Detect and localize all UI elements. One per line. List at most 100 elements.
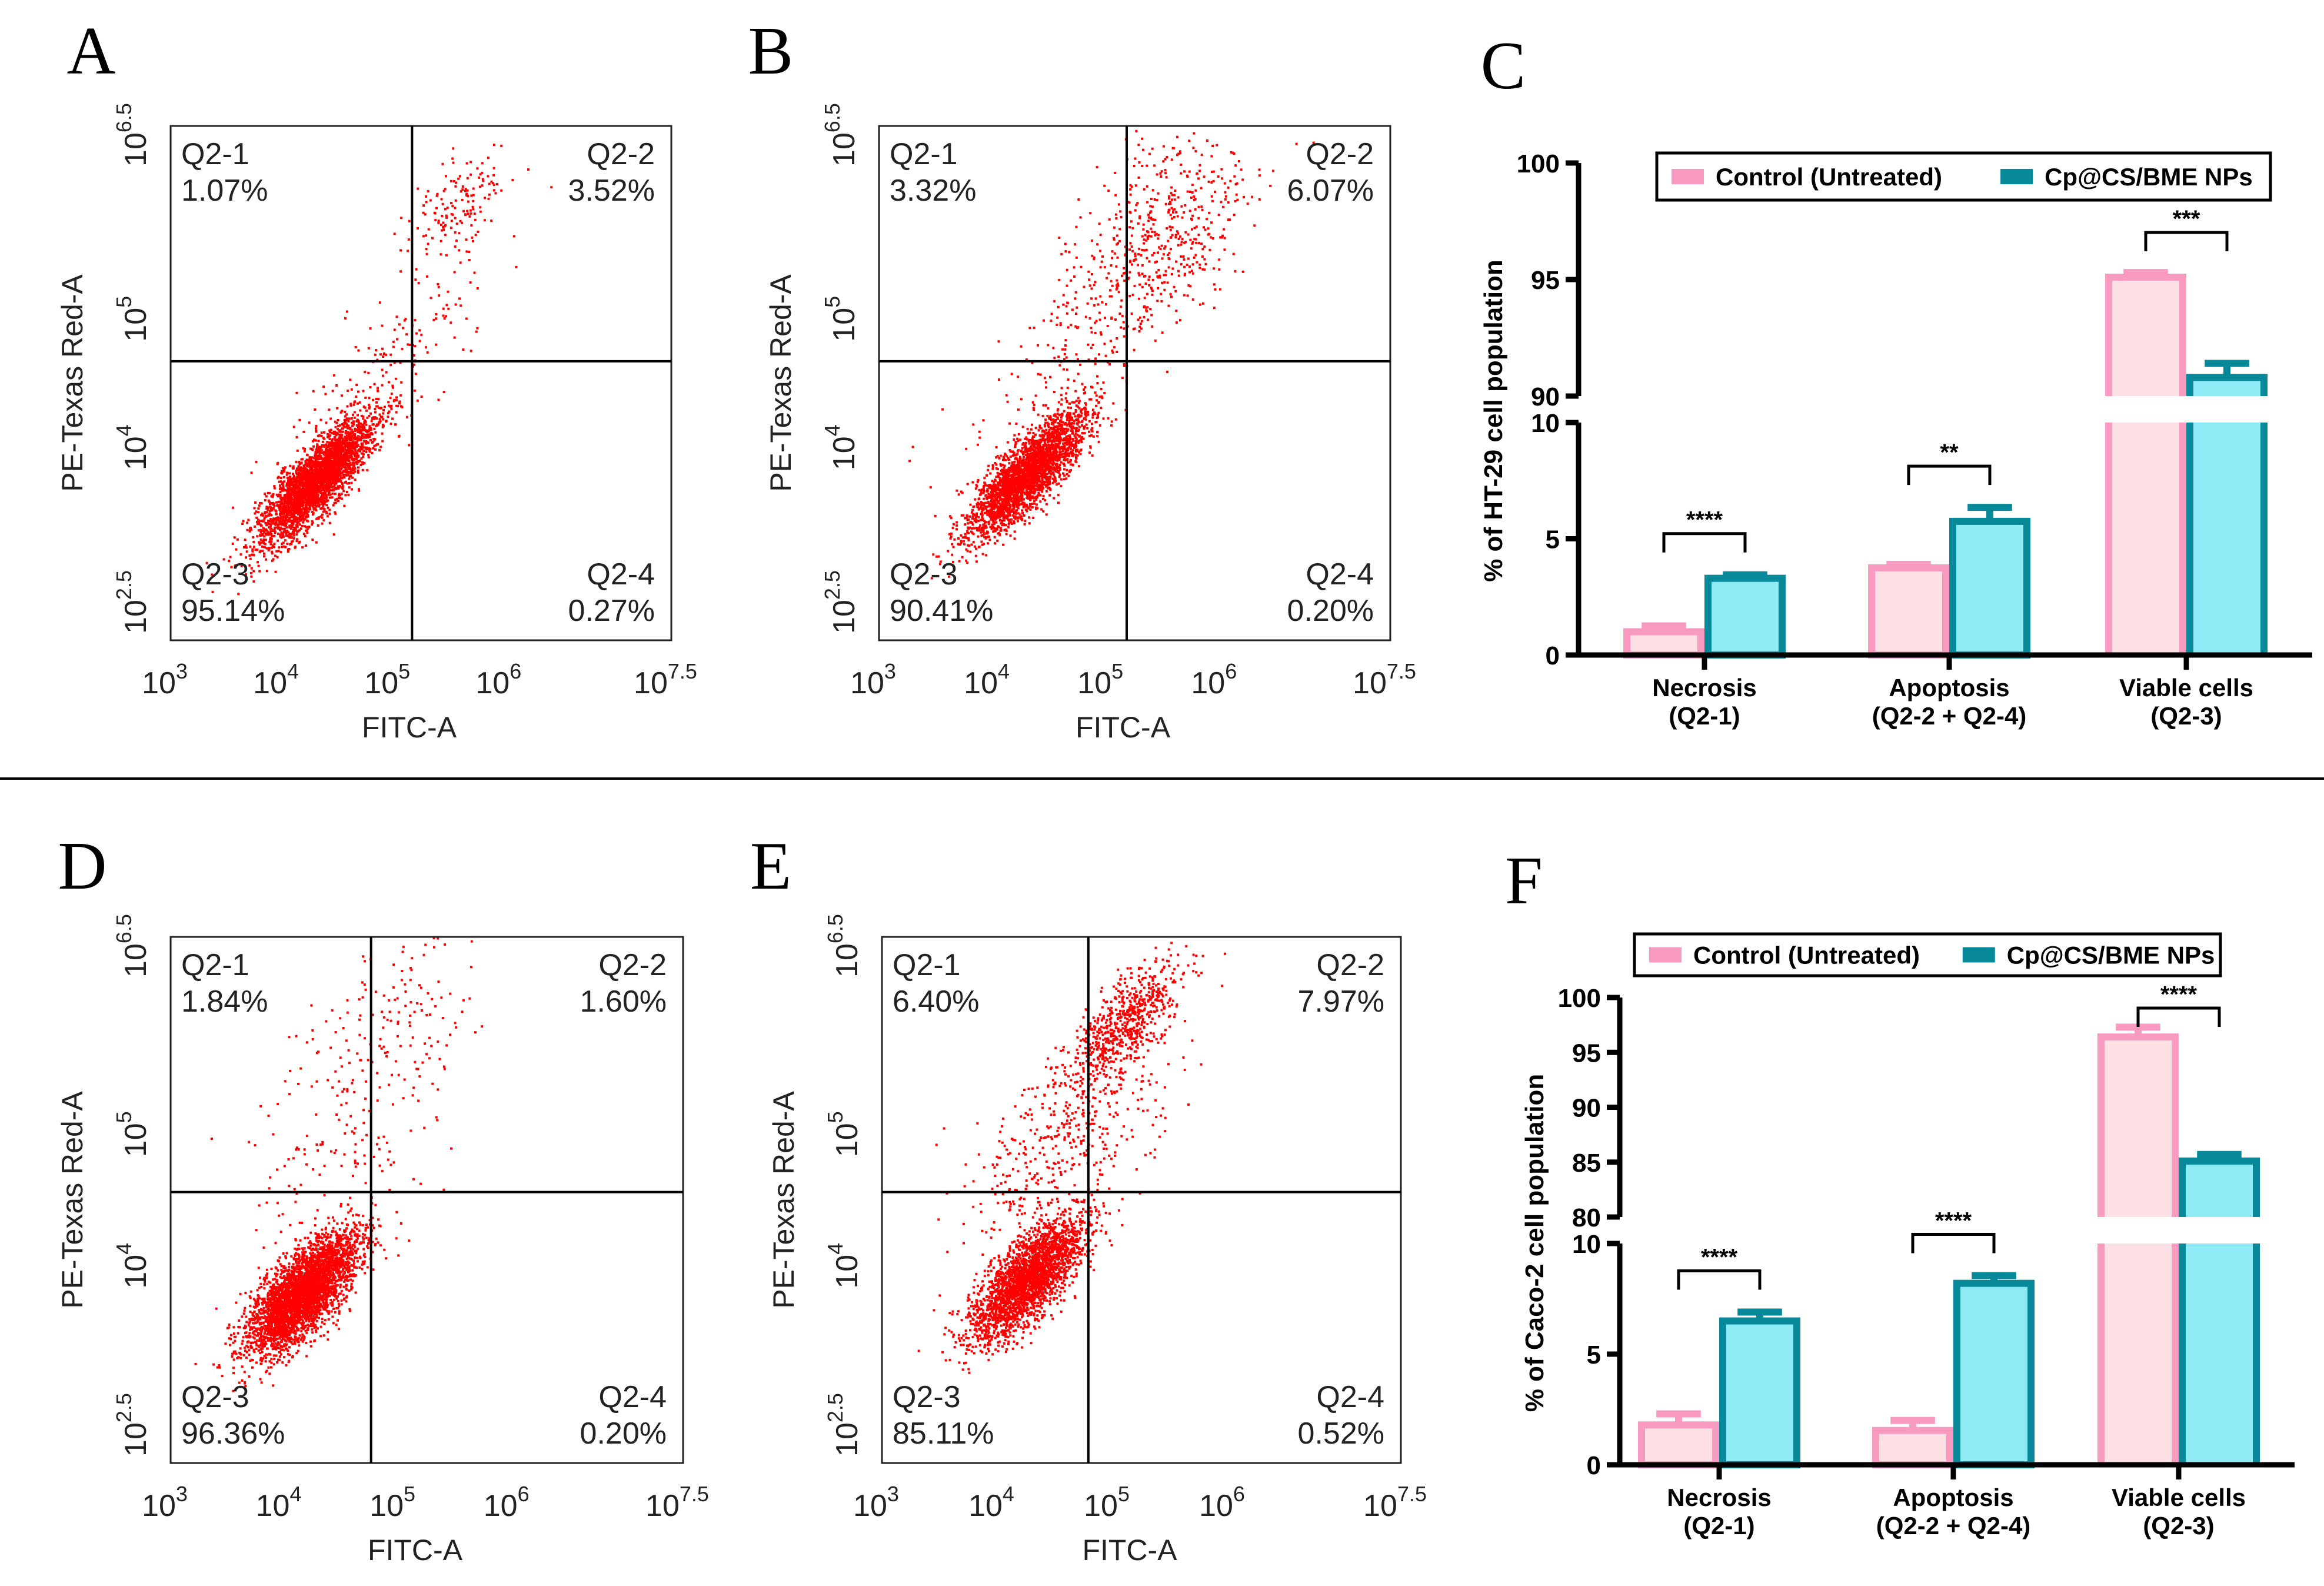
category-label: Viable cells — [2112, 1484, 2246, 1511]
quadrant-percent: 85.11% — [893, 1417, 994, 1451]
y-tick-label: 102.5 — [112, 1393, 153, 1457]
category-sublabel: (Q2-1) — [1669, 702, 1740, 730]
y-tick-label: 106.5 — [112, 914, 153, 977]
plot-frame — [878, 125, 1391, 641]
quadrant-percent: 0.52% — [1298, 1417, 1384, 1451]
y-tick-label: 80 — [1572, 1203, 1601, 1232]
x-tick-label: 105 — [364, 659, 410, 700]
bar — [2109, 277, 2183, 396]
quadrant-percent: 1.60% — [580, 985, 667, 1019]
quadrant-name: Q2-4 — [1316, 1380, 1384, 1414]
y-tick-label: 100 — [1517, 149, 1560, 178]
quadrant-percent: 3.32% — [890, 174, 976, 208]
y-tick-label: 104 — [823, 1243, 864, 1289]
plot-frame — [881, 936, 1402, 1464]
y-tick-label: 90 — [1531, 383, 1560, 411]
x-tick-label: 103 — [142, 1482, 188, 1523]
significance-bracket — [1662, 532, 1747, 553]
x-tick-label: 104 — [968, 1482, 1014, 1523]
category-sublabel: (Q2-1) — [1683, 1512, 1754, 1540]
bar-lower-edge — [2105, 423, 2186, 655]
scatter-points — [250, 235, 518, 511]
bar-lower-edge — [2186, 423, 2268, 655]
x-tick-label: 103 — [850, 659, 896, 700]
category-label: Apoptosis — [1889, 674, 2009, 701]
plot-frame — [169, 125, 672, 641]
quadrant-name: Q2-2 — [587, 137, 655, 171]
error-bar — [1642, 622, 1686, 632]
panel-label: E — [750, 829, 791, 903]
y-axis-label: PE-Texas Red-A — [56, 1091, 89, 1309]
legend-label-control: Control (Untreated) — [1693, 942, 1920, 969]
x-tick-label: 107.5 — [1363, 1482, 1427, 1523]
quadrant-name: Q2-3 — [181, 557, 249, 591]
quadrant-percent: 7.97% — [1298, 985, 1384, 1019]
significance-stars: **** — [2160, 982, 2198, 1008]
plot-frame — [169, 936, 684, 1464]
bar-lower-segment — [2190, 423, 2264, 655]
bar-lower-segment — [2182, 1243, 2256, 1465]
legend-label-np: Cp@CS/BME NPs — [2007, 942, 2215, 969]
bar — [2182, 1161, 2256, 1217]
x-tick-label: 106 — [484, 1482, 530, 1523]
x-tick-label: 104 — [253, 659, 299, 700]
significance-stars: **** — [1686, 507, 1723, 533]
y-tick-label: 100 — [1558, 984, 1601, 1013]
scatter-points — [194, 1182, 422, 1392]
x-axis-label: FITC-A — [1082, 1534, 1177, 1567]
y-tick-label: 105 — [823, 1111, 864, 1157]
significance-stars: ** — [1940, 440, 1959, 466]
bar-lower-segment — [2109, 423, 2183, 655]
error-bar — [2205, 360, 2249, 378]
quadrant-percent: 6.07% — [1287, 174, 1374, 208]
y-tick-label: 90 — [1572, 1094, 1601, 1123]
bar — [1623, 628, 1704, 659]
y-tick-label: 106.5 — [823, 914, 864, 977]
quadrant-percent: 3.52% — [568, 174, 655, 208]
error-bar — [1656, 1410, 1701, 1425]
x-tick-label: 107.5 — [634, 659, 697, 700]
category-label: Necrosis — [1652, 674, 1756, 701]
y-tick-label: 102.5 — [112, 570, 153, 634]
bar — [1872, 1427, 1953, 1468]
legend-label-control: Control (Untreated) — [1716, 163, 1942, 191]
panel-label: F — [1505, 843, 1543, 918]
quadrant-percent: 0.27% — [568, 594, 655, 628]
quadrant-name: Q2-2 — [1316, 948, 1384, 982]
y-tick-label: 85 — [1572, 1149, 1601, 1178]
panel-A: A Q2-11.07% Q2-23.52% Q2-395.14% Q2-40.27% 10… — [56, 14, 697, 744]
quadrant-name: Q2-2 — [598, 948, 667, 982]
scatter-points — [1050, 942, 1226, 1118]
legend-swatch-control — [1649, 947, 1682, 963]
category-label: Necrosis — [1667, 1484, 1771, 1511]
y-axis-label: % of HT-29 cell population — [1479, 260, 1508, 582]
y-tick-label: 0 — [1546, 641, 1560, 670]
quadrant-percent: 95.14% — [181, 594, 285, 628]
scatter-points — [393, 144, 553, 293]
y-tick-label: 104 — [112, 1243, 153, 1289]
error-bar — [2123, 269, 2168, 278]
quadrant-percent: 0.20% — [1287, 594, 1374, 628]
y-axis-label: PE-Texas Red-A — [767, 1091, 800, 1309]
y-tick-label: 104 — [820, 424, 861, 470]
quadrant-percent: 90.41% — [890, 594, 993, 628]
quadrant-name: Q2-3 — [890, 557, 958, 591]
quadrant-name: Q2-3 — [893, 1380, 961, 1414]
y-tick-label: 95 — [1572, 1039, 1601, 1068]
quadrant-percent: 0.20% — [580, 1417, 667, 1451]
bar — [1949, 517, 2030, 659]
x-tick-label: 105 — [1084, 1482, 1130, 1523]
bar — [1953, 1279, 2035, 1468]
quadrant-name: Q2-1 — [890, 137, 958, 171]
y-axis-label: PE-Texas Red-A — [56, 274, 89, 492]
y-axis-label: % of Caco-2 cell population — [1520, 1074, 1549, 1412]
quadrant-percent: 1.84% — [181, 985, 268, 1019]
significance-bracket — [1907, 464, 1992, 486]
category-label: Apoptosis — [1893, 1484, 2013, 1511]
x-tick-label: 105 — [369, 1482, 415, 1523]
legend-swatch-control — [1672, 169, 1704, 184]
panel-B: B Q2-13.32% Q2-26.07% Q2-390.41% Q2-40.20% 10… — [748, 14, 1416, 744]
y-tick-label: 105 — [112, 296, 153, 342]
